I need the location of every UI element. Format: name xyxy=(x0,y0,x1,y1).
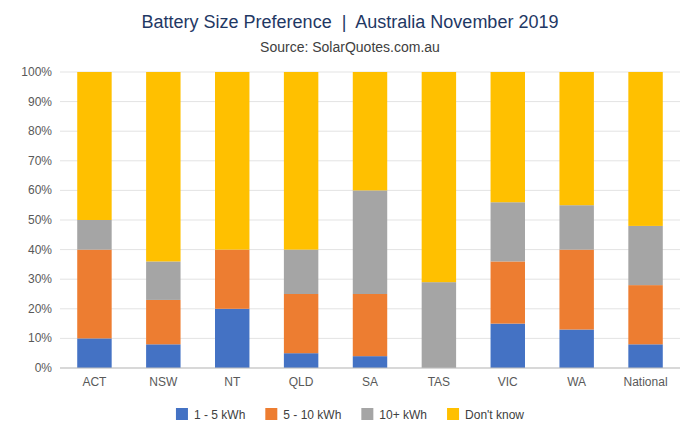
legend-swatch xyxy=(265,408,277,420)
bar-segment xyxy=(146,261,180,299)
bar-segment xyxy=(353,72,387,190)
bar-segment xyxy=(491,261,525,323)
bar-segment xyxy=(353,294,387,356)
page: {"chart_data": { "type": "bar", "stacked… xyxy=(0,0,700,440)
chart-container: Battery Size Preference | Australia Nove… xyxy=(0,0,700,440)
bar-segment xyxy=(77,250,111,339)
y-tick-label: 0% xyxy=(35,361,53,375)
bar-segment xyxy=(422,72,456,282)
series xyxy=(77,72,663,282)
legend-label: 5 - 10 kWh xyxy=(283,408,341,422)
x-axis: ACT NSW NT QLD SA TAS VIC WA National xyxy=(60,368,680,389)
legend-swatch xyxy=(176,408,188,420)
legend-item: 5 - 10 kWh xyxy=(265,408,341,422)
bar-segment xyxy=(628,285,662,344)
bar-segment xyxy=(284,294,318,353)
x-tick-label: NSW xyxy=(149,375,178,389)
bar-segment xyxy=(215,309,249,368)
legend-item: 1 - 5 kWh xyxy=(176,408,245,422)
y-axis: 0% 10% 20% 30% 40% 50% 60% 70% 80% 90% 100% xyxy=(21,65,52,375)
legend-item: 10+ kWh xyxy=(361,408,427,422)
grid xyxy=(60,72,680,368)
bar-segment xyxy=(146,72,180,261)
y-tick-label: 80% xyxy=(28,124,52,138)
bar-segment xyxy=(284,250,318,294)
bar-segment xyxy=(353,190,387,294)
legend-label: Don't know xyxy=(465,408,524,422)
x-tick-label: SA xyxy=(362,375,378,389)
x-tick-label: QLD xyxy=(289,375,314,389)
bar-segment xyxy=(146,344,180,368)
legend-label: 1 - 5 kWh xyxy=(194,408,245,422)
x-axis-line xyxy=(60,368,680,369)
bar-segment xyxy=(77,72,111,220)
y-tick-label: 90% xyxy=(28,95,52,109)
bar-segment xyxy=(353,356,387,368)
chart: Battery Size Preference | Australia Nove… xyxy=(0,0,700,440)
bar-segment xyxy=(77,220,111,250)
legend: 1 - 5 kWh 5 - 10 kWh 10+ kWh Don't know xyxy=(176,408,524,422)
y-tick-label: 60% xyxy=(28,183,52,197)
bar-segment xyxy=(491,324,525,368)
bar-segment xyxy=(628,72,662,226)
legend-swatch xyxy=(361,408,373,420)
bar-segment xyxy=(559,330,593,368)
bar-segment xyxy=(215,72,249,250)
bar-segment xyxy=(491,72,525,202)
bar-segment xyxy=(559,205,593,249)
x-tick-label: NT xyxy=(224,375,241,389)
title: Battery Size Preference | Australia Nove… xyxy=(142,12,559,32)
bar-segment xyxy=(559,72,593,205)
x-tick-label: ACT xyxy=(82,375,107,389)
bar-segment xyxy=(284,72,318,250)
bar-segment xyxy=(559,250,593,330)
y-tick-label: 50% xyxy=(28,213,52,227)
bar-segment xyxy=(215,250,249,309)
x-tick-label: VIC xyxy=(498,375,518,389)
legend-item: Don't know xyxy=(447,408,524,422)
y-tick-label: 70% xyxy=(28,154,52,168)
bar-segment xyxy=(77,338,111,368)
bar-segment xyxy=(628,226,662,285)
x-tick-label: National xyxy=(624,375,668,389)
y-tick-label: 10% xyxy=(28,331,52,345)
bar-segment xyxy=(422,282,456,368)
y-tick-label: 100% xyxy=(21,65,52,79)
subtitle: Source: SolarQuotes.com.au xyxy=(260,39,440,55)
legend-label: 10+ kWh xyxy=(379,408,427,422)
grid-line xyxy=(60,368,680,369)
bar-segment xyxy=(628,344,662,368)
x-tick-label: WA xyxy=(567,375,586,389)
y-tick-label: 40% xyxy=(28,243,52,257)
legend-swatch xyxy=(447,408,459,420)
bar-segment xyxy=(146,300,180,344)
bar-segment xyxy=(491,202,525,261)
y-tick-label: 20% xyxy=(28,302,52,316)
bar-segment xyxy=(284,353,318,368)
y-tick-label: 30% xyxy=(28,272,52,286)
bars xyxy=(77,72,663,368)
x-tick-label: TAS xyxy=(428,375,450,389)
